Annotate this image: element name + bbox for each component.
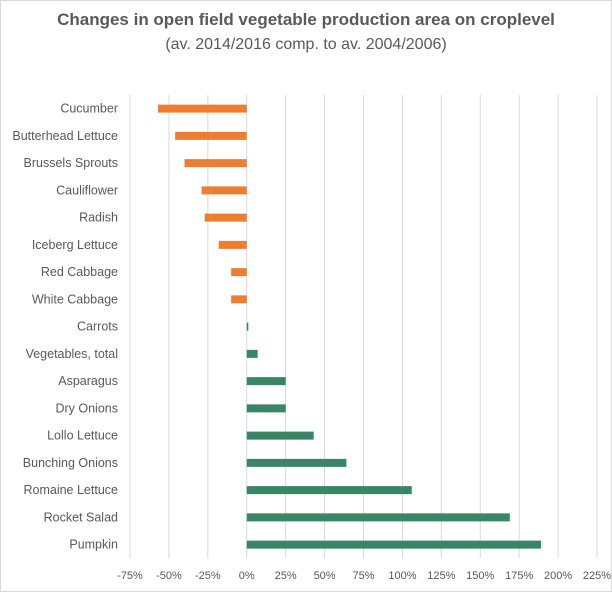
bar (246, 431, 314, 440)
bar (184, 159, 247, 168)
category-label: Pumpkin (69, 538, 118, 552)
bar (231, 295, 247, 304)
bar (175, 131, 247, 140)
x-tick-label: 175% (505, 570, 533, 582)
bar (246, 404, 286, 413)
x-tick-label: 100% (388, 570, 416, 582)
category-label: Cucumber (60, 102, 118, 116)
bar (231, 268, 247, 277)
category-label: Butterhead Lettuce (12, 129, 118, 143)
category-label: Carrots (77, 320, 118, 334)
bar (204, 213, 247, 222)
x-tick-label: 125% (427, 570, 455, 582)
bar (218, 240, 247, 249)
bar (201, 186, 247, 195)
category-label: Radish (79, 211, 118, 225)
bar (246, 513, 510, 522)
x-tick-label: 50% (314, 570, 336, 582)
x-tick-label: 0% (239, 570, 255, 582)
bar (246, 540, 541, 549)
chart-subtitle: (av. 2014/2016 comp. to av. 2004/2006) (165, 36, 447, 53)
x-tick-label: -50% (156, 570, 182, 582)
category-label: Bunching Onions (23, 456, 118, 470)
category-label: Romaine Lettuce (23, 483, 118, 497)
x-axis-tick-labels: -75% -50% -25% 0% 25% 50% 75% 100% 125% 150% 175% 2… (117, 570, 611, 582)
bar (246, 349, 258, 358)
bar (246, 458, 347, 467)
x-tick-label: -75% (117, 570, 143, 582)
x-tick-label: 75% (352, 570, 374, 582)
category-label: Iceberg Lettuce (32, 238, 118, 252)
x-tick-label: 150% (466, 570, 494, 582)
category-label: Red Cabbage (41, 265, 118, 279)
bar (246, 377, 286, 386)
bar (246, 486, 412, 495)
category-label: Dry Onions (55, 401, 118, 415)
x-tick-label: -25% (195, 570, 221, 582)
category-labels: Cucumber Butterhead Lettuce Brussels Sprou… (12, 102, 118, 552)
bar (158, 104, 247, 113)
bars (158, 104, 541, 549)
category-label: Brussels Sprouts (24, 156, 118, 170)
x-tick-label: 200% (544, 570, 572, 582)
category-label: Asparagus (58, 374, 118, 388)
chart-title: Changes in open field vegetable producti… (57, 10, 555, 29)
bar (246, 322, 249, 331)
category-label: Rocket Salad (44, 510, 118, 524)
category-label: Vegetables, total (26, 347, 118, 361)
category-label: White Cabbage (32, 292, 118, 306)
category-label: Cauliflower (56, 183, 118, 197)
x-tick-label: 225% (583, 570, 611, 582)
category-label: Lollo Lettuce (47, 429, 118, 443)
x-tick-label: 25% (275, 570, 297, 582)
